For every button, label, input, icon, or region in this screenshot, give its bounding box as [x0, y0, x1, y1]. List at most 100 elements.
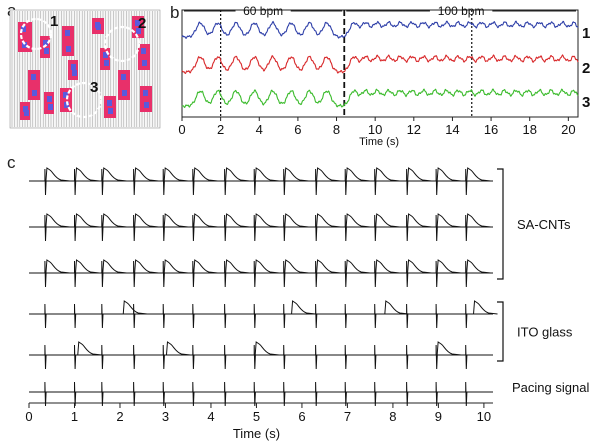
- recording-sites: 1 2 3: [19, 13, 146, 119]
- site-circle-2: [103, 25, 141, 63]
- action-potential: [345, 167, 371, 182]
- action-potential: [225, 167, 250, 182]
- series-label-3: 3: [582, 94, 590, 111]
- panel-c-x-axis-label: Time (s): [233, 426, 280, 441]
- group-label-3: Pacing signal: [512, 380, 589, 395]
- action-potential: [473, 300, 498, 315]
- action-potential: [407, 167, 432, 182]
- action-potential: [102, 213, 127, 228]
- action-potential: [102, 259, 127, 274]
- cell-nucleus: [141, 48, 146, 54]
- cell-nucleus: [31, 74, 36, 80]
- panel-c-x-tick-label: 4: [207, 409, 214, 424]
- action-potential: [134, 259, 159, 274]
- action-potential: [466, 213, 491, 228]
- action-potential: [384, 300, 409, 315]
- panel-b-x-tick-label: 0: [178, 122, 185, 137]
- panel-b-frame: [181, 9, 579, 118]
- panel-c-x-tick-label: 9: [435, 409, 442, 424]
- cell-nucleus: [65, 30, 70, 36]
- action-potential: [407, 259, 432, 274]
- cell-nucleus: [22, 42, 27, 48]
- rate-annotation-2: 100 bpm: [438, 4, 485, 18]
- site-label-2: 2: [138, 15, 146, 32]
- action-potential: [74, 213, 100, 228]
- cell-nucleus: [122, 90, 127, 96]
- trace-row-6-baseline: [29, 381, 493, 407]
- series-trace-1: [181, 20, 579, 40]
- panel-b-x-tick-label: 4: [256, 122, 263, 137]
- cell-nucleus: [96, 24, 101, 30]
- cell-nucleus: [44, 48, 49, 54]
- action-potential: [345, 259, 371, 274]
- panel-c-x-tick-label: 3: [162, 409, 169, 424]
- group-label-2: ITO glass: [517, 325, 573, 340]
- action-potential: [407, 213, 432, 228]
- trace-row-2-baseline: [29, 214, 493, 242]
- cell-nucleus: [71, 64, 76, 70]
- cell-nucleus: [104, 60, 109, 66]
- action-potential: [316, 259, 341, 274]
- cell-nucleus: [121, 74, 126, 80]
- panel-b-x-tick-label: 16: [484, 122, 498, 137]
- cell-nucleus: [143, 90, 148, 96]
- action-potential: [375, 213, 400, 228]
- action-potential: [375, 167, 400, 182]
- action-potential: [225, 213, 250, 228]
- action-potential: [316, 213, 341, 228]
- panel-c-x-tick-label: 5: [253, 409, 260, 424]
- action-potential: [193, 167, 218, 182]
- series-trace-2: [181, 54, 579, 75]
- site-circle-1: [19, 17, 53, 51]
- action-potential: [163, 259, 189, 274]
- cell-nucleus: [21, 26, 26, 32]
- action-potential: [254, 259, 280, 274]
- action-potential: [163, 167, 189, 182]
- panel-b-x-tick-label: 18: [522, 122, 536, 137]
- cell-nucleus: [135, 20, 140, 26]
- action-potential: [74, 167, 100, 182]
- cell-nucleus: [107, 100, 112, 106]
- panel-b-letter: b: [170, 3, 180, 22]
- action-potential: [134, 213, 159, 228]
- action-potential: [225, 259, 250, 274]
- cell-nucleus: [64, 102, 69, 108]
- cell-nucleus: [47, 96, 52, 102]
- series-label-2: 2: [582, 60, 590, 77]
- panel-c-chart: 0 1 2 3 4 5 6 7 8 9 10 Time (s) SA-CNTs ITO glass Paci…: [25, 167, 589, 441]
- action-potential: [122, 300, 148, 315]
- cell-nucleus: [103, 52, 108, 58]
- cell-block: [138, 44, 150, 70]
- series-trace-3: [181, 88, 579, 109]
- action-potential: [254, 213, 280, 228]
- action-potential: [436, 341, 462, 356]
- action-potential: [284, 167, 309, 182]
- action-potential: [375, 259, 400, 274]
- group-label-1: SA-CNTs: [517, 217, 571, 232]
- cell-nucleus: [66, 46, 71, 52]
- rate-annotation-1: 60 bpm: [243, 4, 283, 18]
- action-potential: [436, 213, 462, 228]
- action-potential: [345, 213, 371, 228]
- panel-c-x-tick-label: 6: [298, 409, 305, 424]
- cell-nucleus: [32, 90, 37, 96]
- action-potential: [102, 167, 127, 182]
- site-label-1: 1: [50, 13, 58, 30]
- panel-c-x-tick-label: 10: [477, 409, 491, 424]
- panel-b-x-tick-label: 10: [368, 122, 382, 137]
- action-potential: [254, 167, 280, 182]
- cell-block: [100, 48, 110, 70]
- trace-row-5-baseline: [29, 344, 493, 370]
- cell-nucleus: [142, 60, 147, 66]
- action-potential: [193, 259, 218, 274]
- panel-a-micrograph: 1 2 3: [9, 9, 161, 129]
- action-potential: [316, 167, 341, 182]
- trace-row-1-baseline: [29, 168, 493, 196]
- cell-nucleus: [136, 28, 141, 34]
- action-potential: [466, 259, 491, 274]
- panel-b-x-tick-label: 8: [333, 122, 340, 137]
- action-potential: [436, 259, 462, 274]
- cell-nucleus: [24, 110, 29, 116]
- action-potential: [291, 300, 316, 315]
